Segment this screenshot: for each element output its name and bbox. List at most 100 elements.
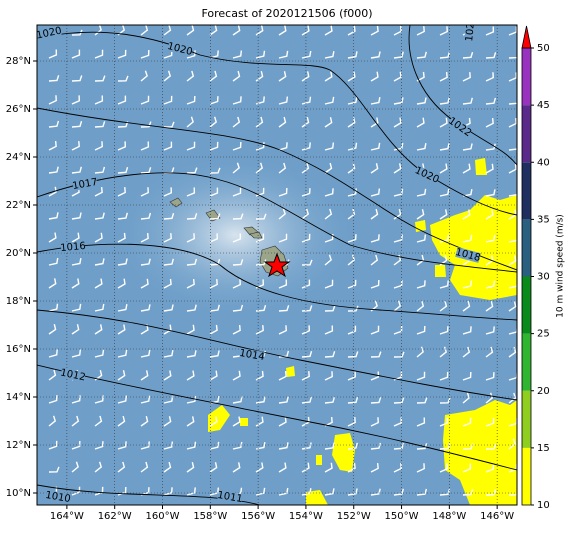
colorbar-segment xyxy=(522,162,531,220)
contour-label: 1012 xyxy=(59,367,86,383)
wind-barb xyxy=(278,396,289,404)
wind-barb xyxy=(255,396,266,404)
wind-barb xyxy=(324,188,334,197)
wind-barb xyxy=(48,395,58,404)
wind-barb xyxy=(278,142,288,151)
colorbar-tick-label: 50 xyxy=(537,43,550,54)
wind-barbs xyxy=(48,25,517,496)
wind-barb xyxy=(278,162,287,174)
wind-barb xyxy=(140,49,150,59)
wind-barb xyxy=(462,72,471,82)
wind-barb xyxy=(186,213,198,220)
wind-barb xyxy=(393,188,404,197)
wind-barb xyxy=(71,486,81,496)
wind-barb xyxy=(140,232,149,243)
wind-barb xyxy=(186,25,195,36)
wind-barb xyxy=(370,234,380,243)
wind-barb xyxy=(94,324,103,335)
wind-barb xyxy=(186,233,195,243)
colorbar: 10 15 20 25 30 35 40 45 50 xyxy=(521,25,550,511)
y-tick-label: 26°N xyxy=(6,104,31,115)
wind-barb xyxy=(186,167,198,174)
wind-barb xyxy=(163,187,173,197)
wind-barb xyxy=(370,97,381,105)
wind-barb xyxy=(416,209,425,220)
wind-barb xyxy=(462,443,474,450)
wind-barb xyxy=(186,324,195,335)
wind-barb xyxy=(209,304,220,312)
wind-barb xyxy=(347,71,356,82)
wind-barb xyxy=(117,324,126,335)
wind-barb xyxy=(186,370,195,381)
wind-barb xyxy=(393,25,402,36)
wind-barb xyxy=(439,488,451,496)
wind-barb xyxy=(462,97,473,105)
wind-barb xyxy=(117,370,126,381)
wind-barb xyxy=(255,325,264,335)
wind-barb xyxy=(71,324,80,335)
wind-barb xyxy=(232,213,244,220)
wind-barb xyxy=(393,351,405,358)
wind-barb xyxy=(301,208,310,220)
wind-barb xyxy=(370,208,379,220)
wind-barb xyxy=(209,141,219,151)
wind-barb xyxy=(439,71,448,82)
wind-barb xyxy=(324,117,333,128)
wind-barb xyxy=(370,188,381,197)
x-tick-label: 158°W xyxy=(193,511,227,522)
wind-barb xyxy=(94,166,106,174)
wind-barb xyxy=(416,280,426,289)
isobar xyxy=(37,172,517,273)
x-tick-label: 162°W xyxy=(98,511,132,522)
wind-barb xyxy=(163,350,174,358)
wind-barb xyxy=(209,416,218,427)
wind-barb xyxy=(393,417,403,427)
wind-barb xyxy=(255,25,264,36)
wind-barb xyxy=(347,417,356,427)
wind-barb xyxy=(393,463,402,473)
wind-barb xyxy=(48,186,57,197)
contour-label-bg xyxy=(217,489,243,505)
wind-barb xyxy=(370,25,379,36)
wind-barb xyxy=(301,259,313,266)
contour-label-bg xyxy=(60,367,86,383)
wind-barb xyxy=(71,440,81,450)
wind-barb xyxy=(186,487,196,496)
wind-barb xyxy=(163,95,173,105)
wind-barb xyxy=(485,392,494,404)
wind-barb xyxy=(94,278,103,289)
wind-barb xyxy=(117,486,127,496)
wind-barb xyxy=(163,212,175,220)
wind-barb xyxy=(301,396,312,404)
wind-barb xyxy=(255,487,266,496)
wind-barb xyxy=(301,162,310,174)
wind-barb xyxy=(140,416,149,427)
contour-label: 1017 xyxy=(72,177,99,192)
wind-barb xyxy=(140,95,150,105)
wind-barb xyxy=(347,142,358,151)
isobar xyxy=(37,309,517,401)
wind-barb xyxy=(163,416,172,427)
contour-label-bg xyxy=(463,25,477,45)
wind-barb xyxy=(278,442,289,450)
x-tick-label: 164°W xyxy=(50,511,84,522)
wind-barb xyxy=(209,441,220,450)
wind-barb xyxy=(324,416,333,427)
wind-barb xyxy=(278,116,287,128)
wind-barb xyxy=(485,326,495,335)
wind-barb xyxy=(347,325,357,335)
contour-label: 1014 xyxy=(238,348,265,363)
colorbar-tick-label: 30 xyxy=(537,272,550,283)
wind-barb xyxy=(278,208,286,220)
wind-barb xyxy=(439,417,449,427)
wind-barb xyxy=(140,278,149,289)
wind-barb xyxy=(255,370,264,381)
isobar xyxy=(37,31,517,216)
wind-barb xyxy=(439,397,451,404)
wind-barb xyxy=(370,254,379,266)
wind-barb xyxy=(416,371,426,381)
wind-barb xyxy=(347,396,359,404)
wind-barb xyxy=(439,188,450,197)
wind-barb xyxy=(370,51,381,59)
